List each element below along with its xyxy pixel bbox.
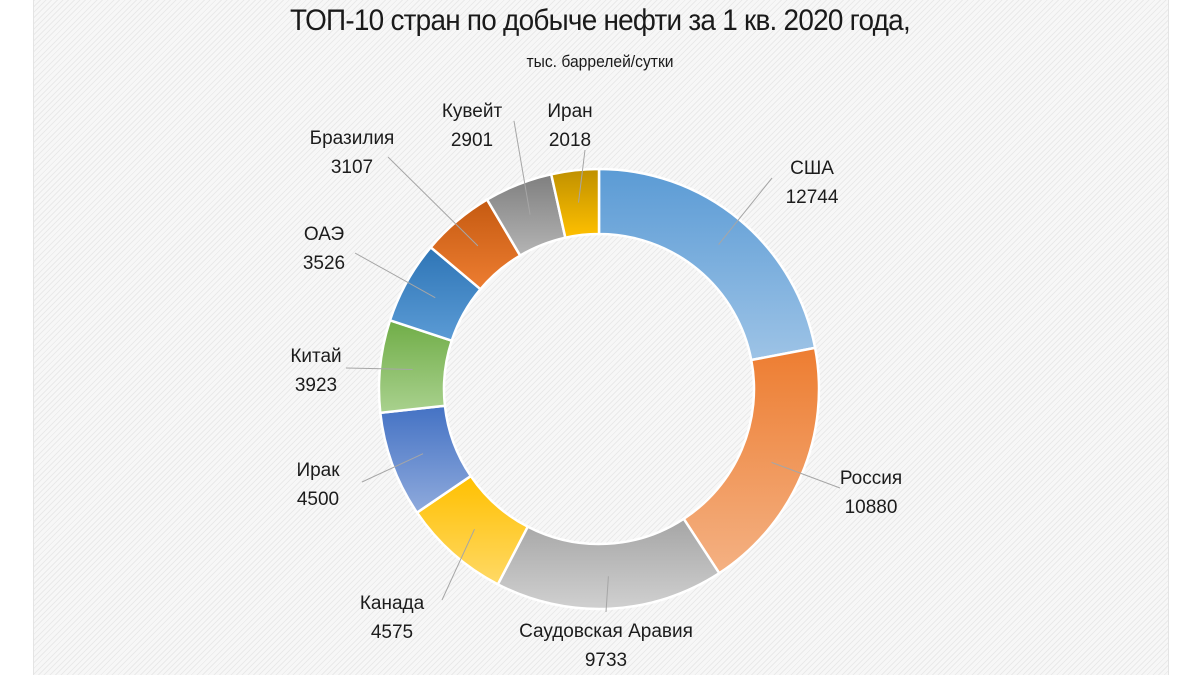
leader-line <box>578 149 586 203</box>
label-russia-name: Россия <box>840 468 902 489</box>
label-china-value: 3923 <box>295 375 337 396</box>
label-russia-value: 10880 <box>845 497 898 518</box>
donut-slice <box>597 167 817 362</box>
label-uae-name: ОАЭ <box>304 224 344 245</box>
label-usa-name: США <box>790 158 834 179</box>
leader-line <box>513 120 531 215</box>
leader-line <box>387 156 479 247</box>
label-kuwait-value: 2901 <box>451 130 493 151</box>
leader-lines <box>345 120 841 613</box>
chart-area <box>33 0 1169 675</box>
label-china-name: Китай <box>290 346 341 367</box>
chart-title: ТОП-10 стран по добыче нефти за 1 кв. 20… <box>290 4 911 37</box>
label-canada-value: 4575 <box>371 622 413 643</box>
label-saudi-value: 9733 <box>585 650 627 671</box>
donut-slice <box>681 346 821 575</box>
leader-line <box>361 453 424 483</box>
data-labels: США 12744 Россия 10880 Саудовская Аравия… <box>290 101 902 671</box>
leader-line <box>441 529 475 601</box>
donut-slice <box>496 517 721 611</box>
label-canada-name: Канада <box>360 593 425 614</box>
donut-slices <box>377 167 821 611</box>
label-iran-name: Иран <box>547 101 592 122</box>
leader-line <box>345 367 413 370</box>
label-brazil-value: 3107 <box>331 157 373 178</box>
label-brazil-name: Бразилия <box>310 128 395 149</box>
chart-subtitle: тыс. баррелей/сутки <box>526 52 674 71</box>
leader-line <box>718 177 773 245</box>
label-uae-value: 3526 <box>303 253 345 274</box>
label-saudi-name: Саудовская Аравия <box>519 621 693 642</box>
label-iran-value: 2018 <box>549 130 591 151</box>
leader-line <box>605 576 609 613</box>
label-iraq-name: Ирак <box>296 460 340 481</box>
label-usa-value: 12744 <box>786 187 839 208</box>
label-kuwait-name: Кувейт <box>442 101 503 122</box>
donut-slice <box>549 167 601 240</box>
leader-line <box>354 252 436 299</box>
label-iraq-value: 4500 <box>297 489 339 510</box>
leader-line <box>771 461 841 489</box>
